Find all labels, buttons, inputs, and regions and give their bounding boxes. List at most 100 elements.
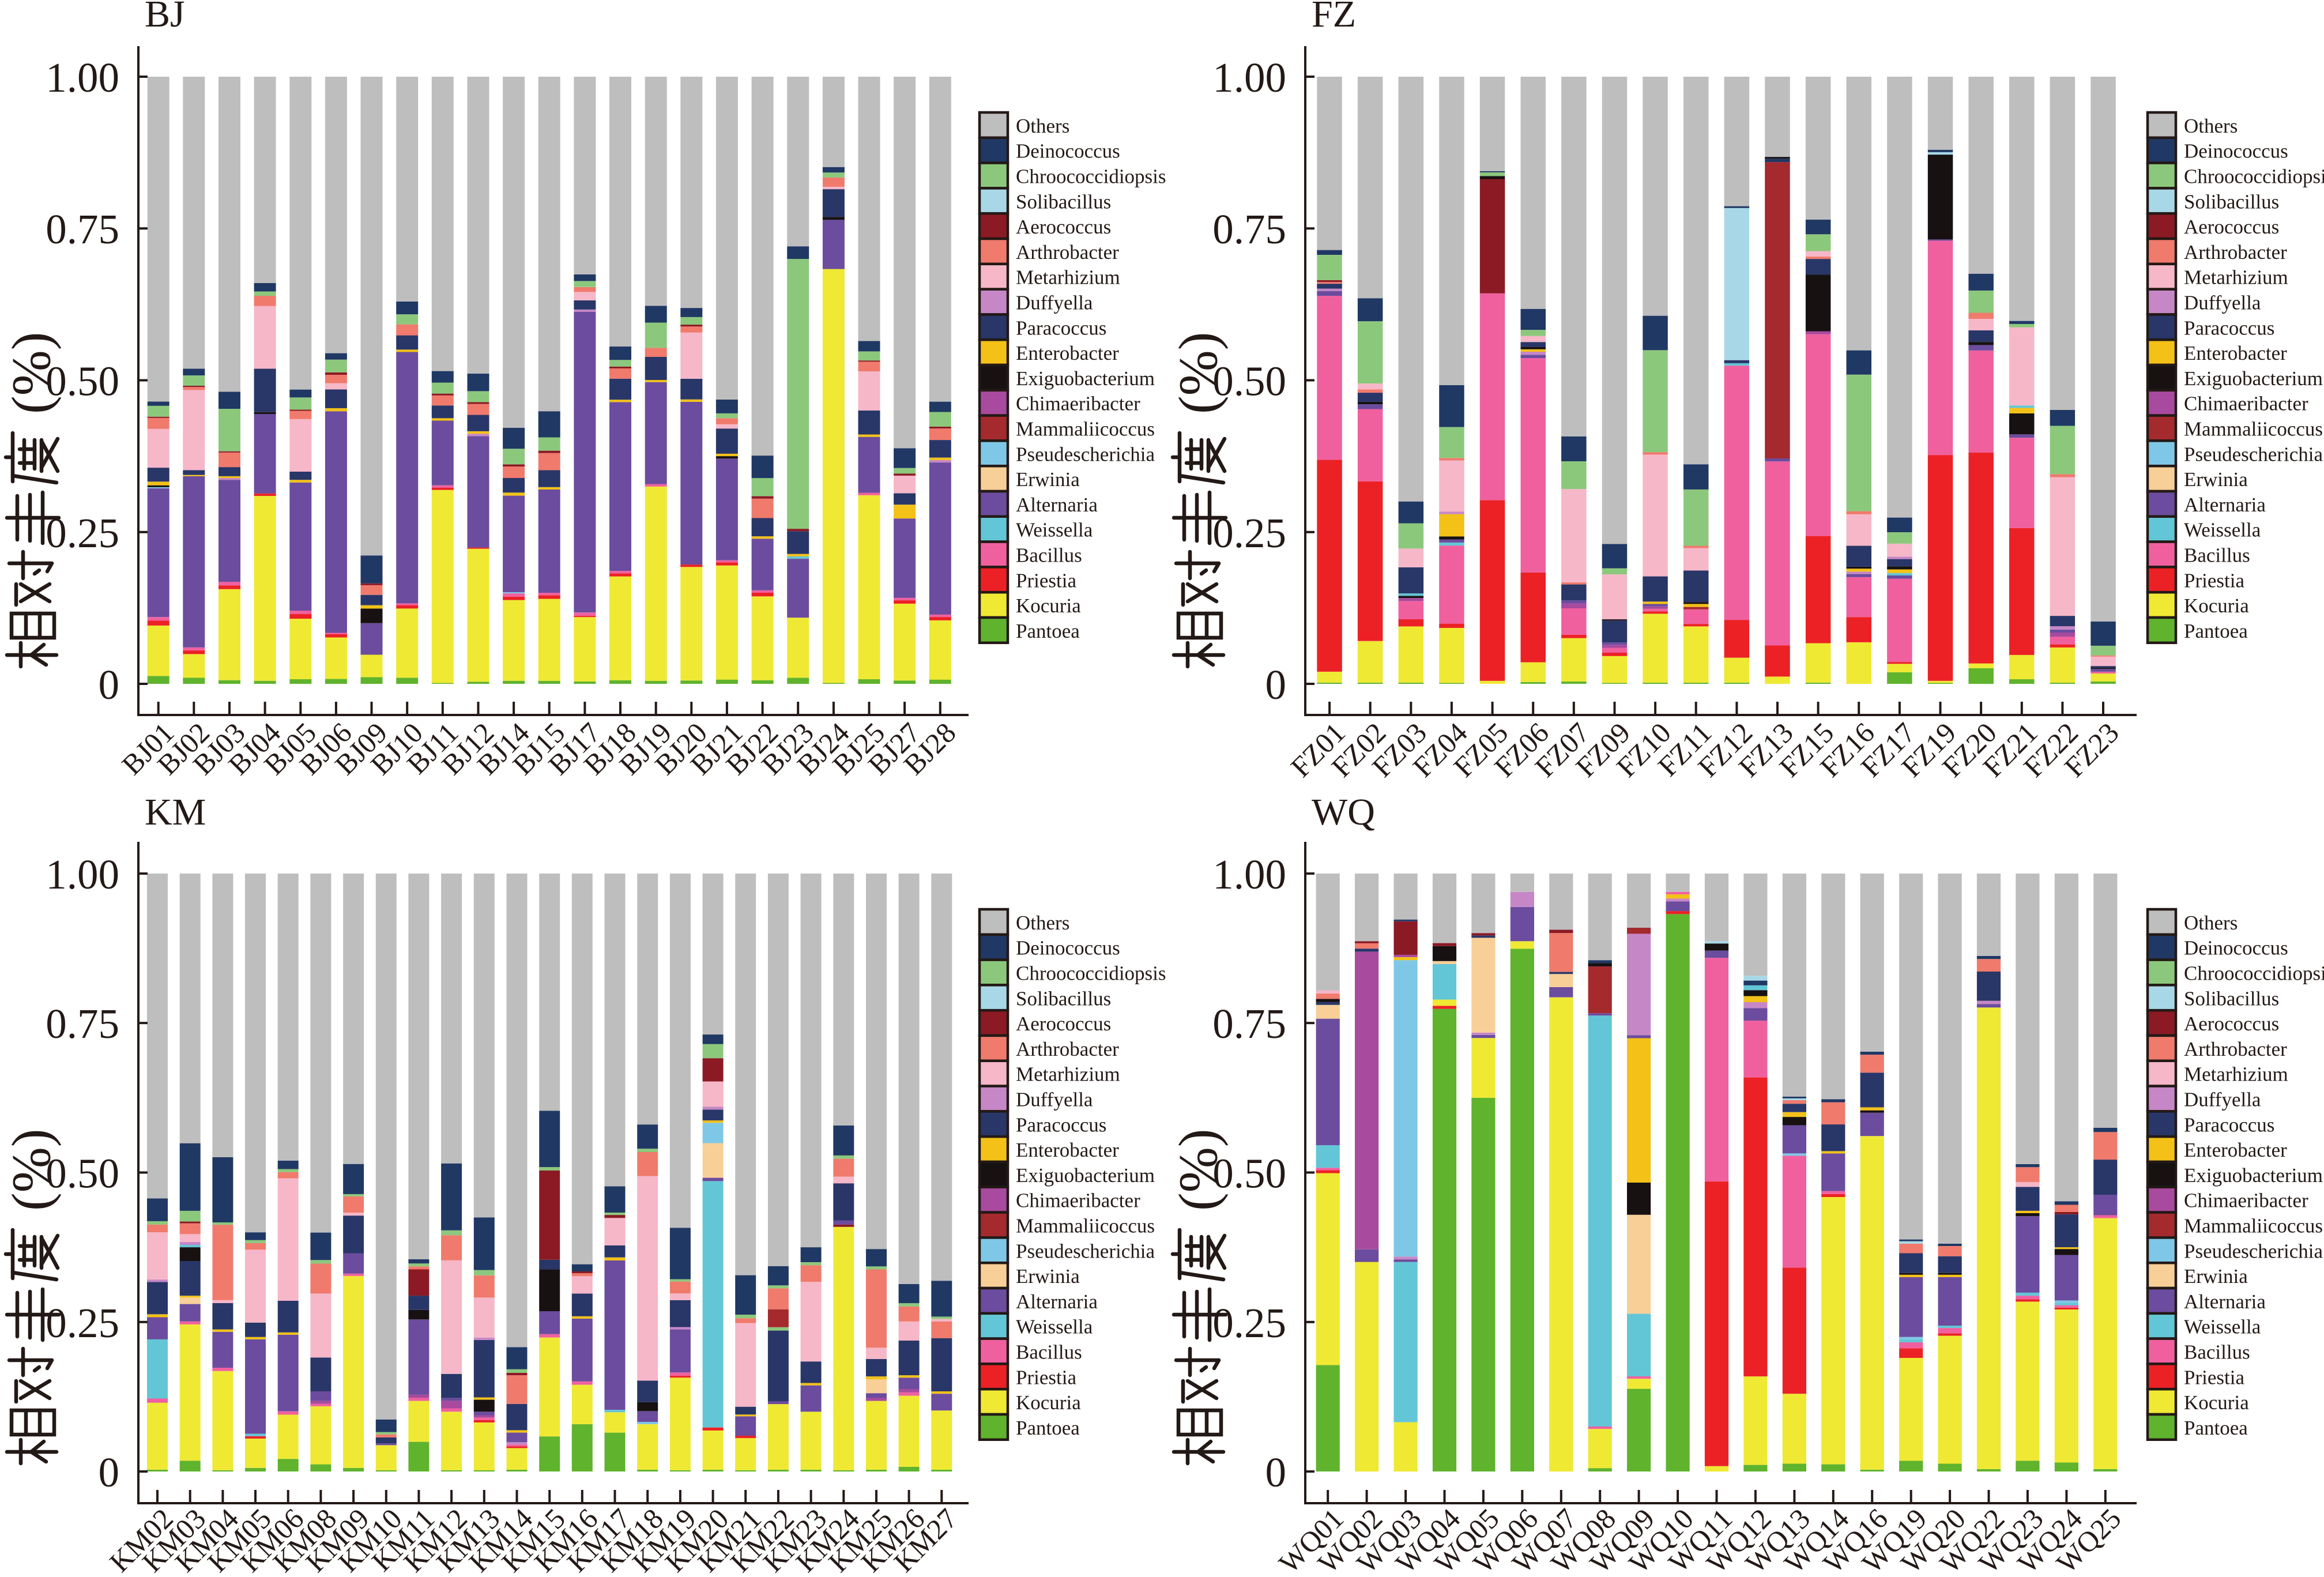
svg-text:Erwinia: Erwinia: [2184, 1265, 2248, 1288]
svg-text:Metarhizium: Metarhizium: [1016, 1063, 1120, 1086]
svg-text:Deinococcus: Deinococcus: [1016, 937, 1120, 959]
svg-text:Deinococcus: Deinococcus: [1016, 140, 1120, 163]
svg-text:Arthrobacter: Arthrobacter: [1016, 1038, 1119, 1060]
svg-text:Chimaeribacter: Chimaeribacter: [2184, 393, 2308, 415]
svg-text:1.00: 1.00: [46, 851, 119, 898]
svg-text:Alternaria: Alternaria: [1016, 1290, 1098, 1313]
svg-text:Pseudescherichia: Pseudescherichia: [2184, 443, 2323, 465]
svg-text:Deinococcus: Deinococcus: [2184, 140, 2288, 163]
svg-text:Weissella: Weissella: [1016, 1316, 1093, 1338]
svg-text:Paracoccus: Paracoccus: [1016, 317, 1106, 339]
svg-text:Solibacillus: Solibacillus: [2184, 987, 2279, 1010]
svg-text:Paracoccus: Paracoccus: [2184, 1113, 2274, 1136]
svg-text:Pseudescherichia: Pseudescherichia: [1016, 1240, 1155, 1262]
svg-text:Priestia: Priestia: [2184, 569, 2244, 592]
svg-text:0: 0: [99, 661, 120, 708]
svg-text:0.50: 0.50: [46, 1150, 119, 1197]
svg-text:Bacillus: Bacillus: [1016, 544, 1082, 567]
svg-text:Chroococcidiopsis: Chroococcidiopsis: [1016, 165, 1166, 188]
svg-text:Weissella: Weissella: [2184, 519, 2261, 541]
svg-text:Solibacillus: Solibacillus: [1016, 190, 1111, 213]
svg-text:Enterobacter: Enterobacter: [1016, 342, 1119, 364]
svg-text:Enterobacter: Enterobacter: [2184, 1139, 2287, 1161]
svg-text:Aerococcus: Aerococcus: [2184, 216, 2279, 238]
svg-text:Paracoccus: Paracoccus: [1016, 1113, 1106, 1136]
svg-text:Exiguobacterium: Exiguobacterium: [1016, 367, 1155, 390]
svg-text:Aerococcus: Aerococcus: [1016, 216, 1111, 238]
svg-text:Exiguobacterium: Exiguobacterium: [1016, 1164, 1155, 1187]
svg-text:Priestia: Priestia: [1016, 1366, 1076, 1388]
svg-text:Bacillus: Bacillus: [2184, 1341, 2250, 1364]
svg-text:0.50: 0.50: [1212, 1150, 1286, 1197]
svg-text:BJ: BJ: [145, 0, 185, 35]
svg-text:Erwinia: Erwinia: [1016, 1265, 1080, 1288]
svg-text:Mammaliicoccus: Mammaliicoccus: [1016, 1215, 1155, 1237]
svg-text:Chimaeribacter: Chimaeribacter: [1016, 393, 1140, 415]
svg-text:Priestia: Priestia: [1016, 569, 1076, 592]
svg-text:Metarhizium: Metarhizium: [1016, 266, 1120, 289]
svg-text:Kocuria: Kocuria: [2184, 594, 2249, 617]
svg-text:Duffyella: Duffyella: [2184, 292, 2261, 314]
svg-text:Deinococcus: Deinococcus: [2184, 937, 2288, 959]
svg-text:Duffyella: Duffyella: [1016, 1089, 1093, 1111]
svg-text:(%): (%): [1167, 332, 1229, 414]
svg-text:Arthrobacter: Arthrobacter: [1016, 241, 1119, 264]
svg-text:0.75: 0.75: [46, 206, 119, 253]
svg-text:KM: KM: [145, 791, 206, 833]
svg-text:1.00: 1.00: [46, 54, 119, 101]
svg-text:Exiguobacterium: Exiguobacterium: [2184, 1164, 2323, 1187]
svg-text:Kocuria: Kocuria: [1016, 594, 1081, 617]
svg-text:Chroococcidiopsis: Chroococcidiopsis: [2184, 165, 2324, 188]
svg-text:0: 0: [1265, 1449, 1287, 1496]
svg-text:1.00: 1.00: [1212, 851, 1286, 898]
svg-text:Alternaria: Alternaria: [1016, 494, 1098, 516]
svg-text:Chimaeribacter: Chimaeribacter: [1016, 1190, 1140, 1212]
svg-text:Pseudescherichia: Pseudescherichia: [2184, 1240, 2323, 1262]
svg-text:Exiguobacterium: Exiguobacterium: [2184, 367, 2323, 390]
svg-text:WQ: WQ: [1312, 791, 1375, 833]
svg-text:(%): (%): [1, 332, 62, 414]
svg-text:0: 0: [1265, 661, 1287, 708]
svg-text:Mammaliicoccus: Mammaliicoccus: [1016, 418, 1155, 441]
svg-text:Solibacillus: Solibacillus: [2184, 190, 2279, 213]
svg-text:Alternaria: Alternaria: [2184, 494, 2266, 516]
svg-text:Others: Others: [2184, 912, 2238, 934]
svg-text:FZ: FZ: [1312, 0, 1356, 35]
svg-text:Weissella: Weissella: [2184, 1316, 2261, 1338]
svg-text:Enterobacter: Enterobacter: [1016, 1139, 1119, 1161]
svg-text:0.75: 0.75: [46, 1000, 119, 1047]
svg-text:Alternaria: Alternaria: [2184, 1290, 2266, 1313]
svg-text:Pantoea: Pantoea: [1016, 620, 1080, 642]
svg-text:Chimaeribacter: Chimaeribacter: [2184, 1190, 2308, 1212]
svg-text:0.50: 0.50: [46, 358, 119, 405]
svg-text:Priestia: Priestia: [2184, 1366, 2244, 1388]
svg-text:Pantoea: Pantoea: [2184, 620, 2248, 642]
svg-text:Arthrobacter: Arthrobacter: [2184, 1038, 2287, 1060]
svg-text:0.25: 0.25: [46, 1300, 119, 1346]
svg-text:Kocuria: Kocuria: [1016, 1391, 1081, 1414]
svg-text:0.50: 0.50: [1212, 358, 1286, 405]
svg-text:Metarhizium: Metarhizium: [2184, 266, 2288, 289]
svg-text:Pantoea: Pantoea: [2184, 1417, 2248, 1439]
svg-text:Pantoea: Pantoea: [1016, 1417, 1080, 1439]
svg-text:0.75: 0.75: [1212, 1000, 1286, 1047]
svg-text:Bacillus: Bacillus: [1016, 1341, 1082, 1364]
svg-text:Weissella: Weissella: [1016, 519, 1093, 541]
svg-text:(%): (%): [1167, 1129, 1229, 1211]
svg-text:Aerococcus: Aerococcus: [2184, 1013, 2279, 1035]
svg-text:Mammaliicoccus: Mammaliicoccus: [2184, 1215, 2323, 1237]
svg-text:Duffyella: Duffyella: [2184, 1089, 2261, 1111]
svg-text:Erwinia: Erwinia: [2184, 468, 2248, 491]
svg-text:Aerococcus: Aerococcus: [1016, 1013, 1111, 1035]
svg-text:1.00: 1.00: [1212, 54, 1286, 101]
svg-text:Duffyella: Duffyella: [1016, 292, 1093, 314]
svg-text:Paracoccus: Paracoccus: [2184, 317, 2274, 339]
svg-text:0: 0: [99, 1449, 120, 1496]
svg-text:Chroococcidiopsis: Chroococcidiopsis: [1016, 962, 1166, 985]
svg-text:Pseudescherichia: Pseudescherichia: [1016, 443, 1155, 465]
svg-text:Others: Others: [2184, 115, 2238, 137]
svg-text:0.25: 0.25: [1212, 1300, 1286, 1346]
svg-text:Mammaliicoccus: Mammaliicoccus: [2184, 418, 2323, 441]
svg-text:Others: Others: [1016, 912, 1069, 934]
svg-text:Enterobacter: Enterobacter: [2184, 342, 2287, 364]
